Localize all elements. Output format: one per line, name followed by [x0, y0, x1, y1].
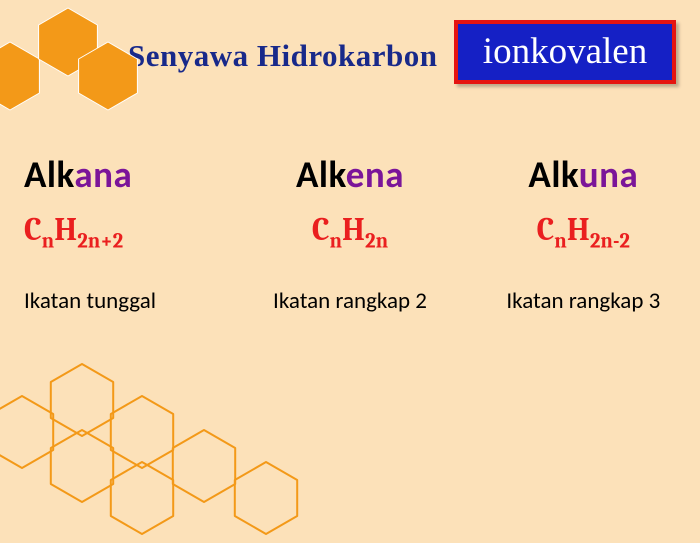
kind-prefix: Alk: [296, 152, 346, 197]
kind-suffix: una: [579, 152, 638, 197]
formula: CnH2n: [257, 211, 442, 253]
kind-name: Alkuna: [491, 152, 676, 197]
bond-type: Ikatan rangkap 2: [257, 287, 442, 315]
formula: CnH2n-2: [491, 211, 676, 253]
page-title: Senyawa Hidrokarbon: [128, 38, 438, 74]
hydrocarbon-columns: AlkanaCnH2n+2Ikatan tunggalAlkenaCnH2nIk…: [0, 152, 700, 315]
hydrocarbon-col-0: Alkana CnH2n+2 Ikatan tunggal: [0, 152, 233, 315]
formula: CnH2n+2: [24, 211, 209, 253]
kind-prefix: Alk: [24, 152, 74, 197]
brand-badge: ionkovalen: [454, 20, 676, 84]
bond-type: Ikatan rangkap 3: [491, 287, 676, 315]
kind-suffix: ena: [346, 152, 404, 197]
bond-type: Ikatan tunggal: [24, 287, 209, 315]
kind-suffix: ana: [74, 152, 132, 197]
kind-name: Alkena: [257, 152, 442, 197]
hexagon-icon: [226, 458, 306, 543]
hexagon-icon: [70, 38, 146, 119]
kind-name: Alkana: [24, 152, 209, 197]
kind-prefix: Alk: [528, 152, 578, 197]
hydrocarbon-col-2: Alkuna CnH2n-2 Ikatan rangkap 3: [467, 152, 700, 315]
hydrocarbon-col-1: Alkena CnH2n Ikatan rangkap 2: [233, 152, 466, 315]
